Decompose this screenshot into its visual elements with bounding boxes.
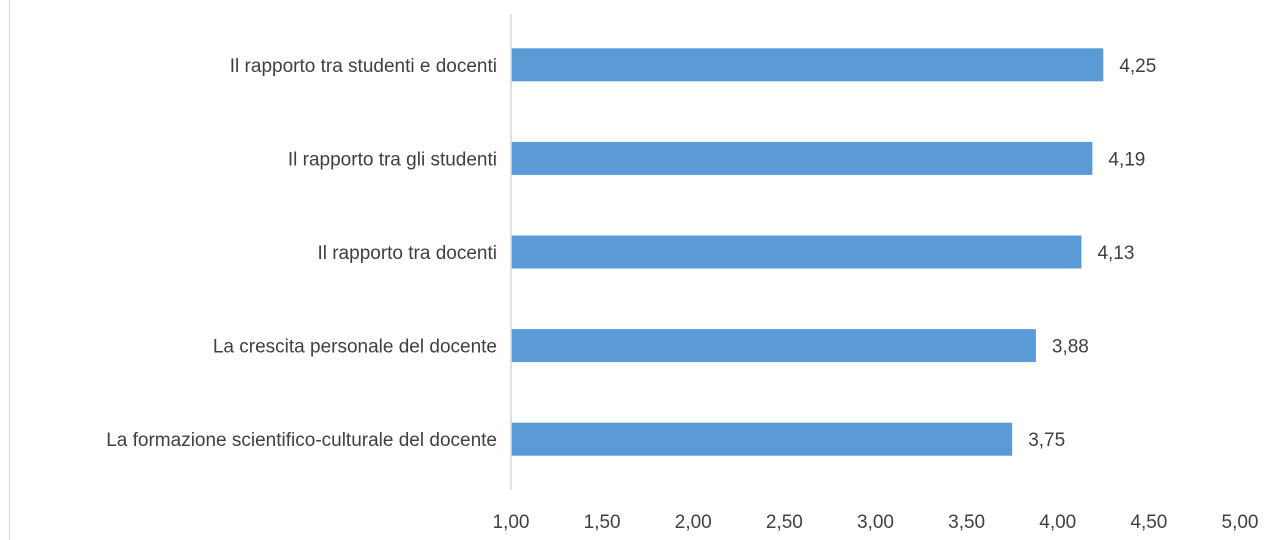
x-tick-label: 1,50 xyxy=(584,512,621,533)
category-label: Il rapporto tra gli studenti xyxy=(288,149,497,170)
labels-layer: Il rapporto tra studenti e docenti 4,25 Il… xyxy=(106,56,1258,533)
data-label: 3,88 xyxy=(1052,337,1089,358)
x-tick-label: 1,00 xyxy=(493,512,530,533)
x-tick-label: 3,50 xyxy=(948,512,985,533)
data-label: 4,25 xyxy=(1119,56,1156,77)
x-tick-label: 4,00 xyxy=(1039,512,1076,533)
data-label: 4,19 xyxy=(1108,149,1145,170)
x-tick-label: 2,50 xyxy=(766,512,803,533)
x-tick-label: 5,00 xyxy=(1222,512,1259,533)
category-label: La formazione scientifico-culturale del … xyxy=(106,430,497,451)
bars-layer xyxy=(511,48,1104,456)
x-tick-label: 3,00 xyxy=(857,512,894,533)
bar xyxy=(511,235,1082,269)
x-tick-label: 4,50 xyxy=(1130,512,1167,533)
bar xyxy=(511,48,1104,82)
data-label: 4,13 xyxy=(1097,243,1134,264)
category-label: Il rapporto tra studenti e docenti xyxy=(230,56,497,77)
category-label: Il rapporto tra docenti xyxy=(317,243,497,264)
bar xyxy=(511,422,1013,456)
chart-frame xyxy=(9,0,1285,540)
category-label: La crescita personale del docente xyxy=(213,337,497,358)
data-label: 3,75 xyxy=(1028,430,1065,451)
x-tick-label: 2,00 xyxy=(675,512,712,533)
bar xyxy=(511,141,1093,175)
bar xyxy=(511,329,1036,363)
